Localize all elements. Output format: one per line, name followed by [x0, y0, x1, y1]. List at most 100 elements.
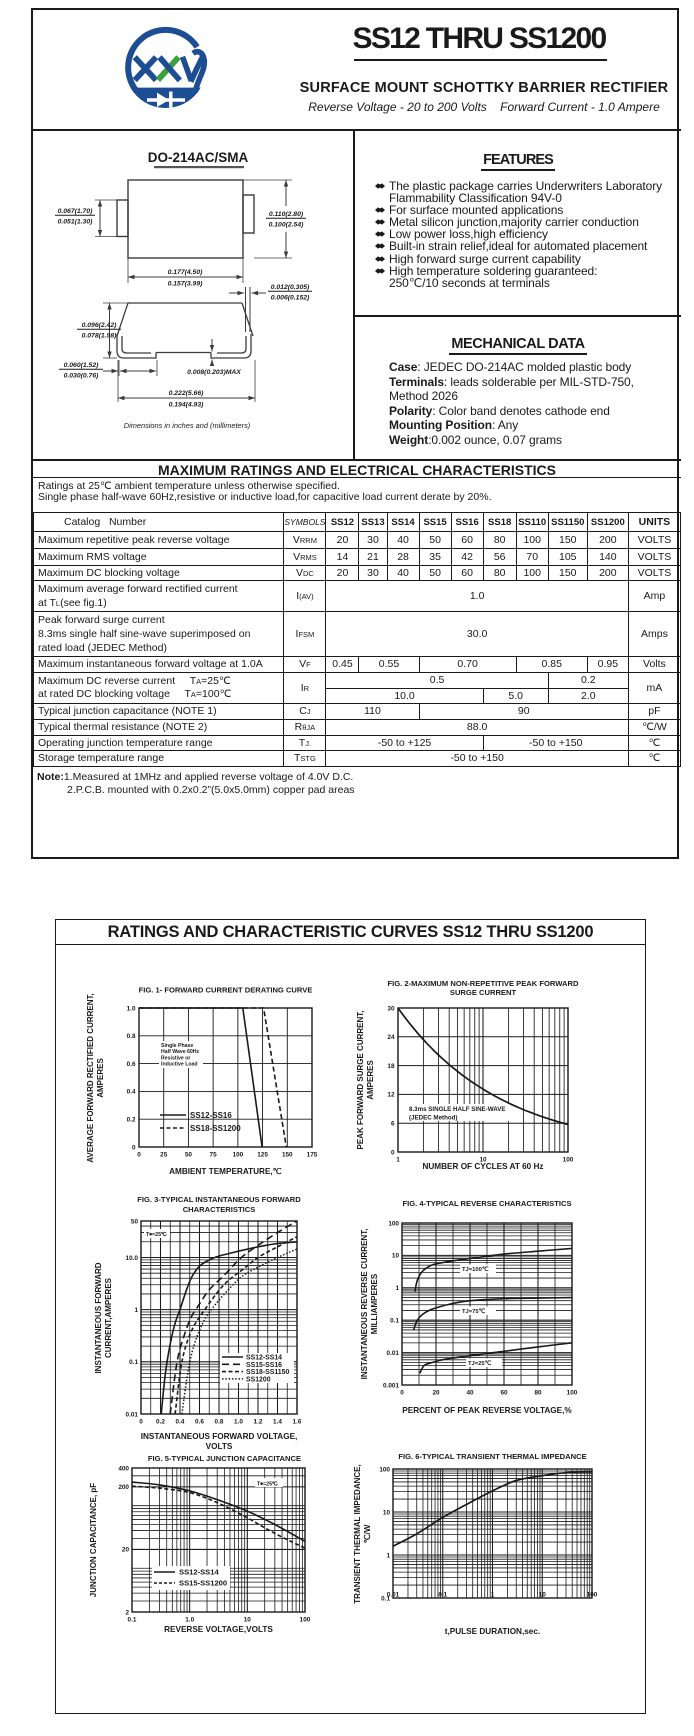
svg-text:0.157(3.99): 0.157(3.99)	[168, 281, 204, 288]
svg-text:0.4: 0.4	[127, 1089, 136, 1096]
svg-text:SS12-SS16: SS12-SS16	[190, 1111, 232, 1120]
svg-text:100: 100	[563, 1157, 574, 1164]
svg-text:0: 0	[391, 1149, 395, 1156]
svg-text:125: 125	[257, 1152, 268, 1159]
svg-text:0: 0	[137, 1152, 141, 1159]
svg-text:T⦁=25℃: T⦁=25℃	[257, 1481, 278, 1488]
svg-text:50: 50	[185, 1152, 193, 1159]
svg-text:1: 1	[386, 1552, 390, 1559]
svg-text:1.4: 1.4	[273, 1419, 282, 1426]
svg-text:CHARACTERISTICS: CHARACTERISTICS	[183, 1205, 256, 1214]
svg-text:1: 1	[396, 1157, 400, 1164]
svg-text:0.110(2.80): 0.110(2.80)	[269, 211, 304, 218]
svg-text:0.006(0.152): 0.006(0.152)	[271, 295, 310, 302]
svg-text:10: 10	[383, 1509, 391, 1516]
svg-text:20: 20	[432, 1390, 440, 1397]
svg-text:0.096(2.42): 0.096(2.42)	[82, 322, 118, 329]
svg-text:24: 24	[387, 1034, 395, 1041]
svg-text:50: 50	[131, 1218, 139, 1225]
svg-text:1.0: 1.0	[127, 1005, 136, 1012]
svg-text:TJ=25℃: TJ=25℃	[468, 1360, 492, 1367]
svg-text:75: 75	[210, 1152, 218, 1159]
svg-text:SS12-SS14: SS12-SS14	[179, 1568, 219, 1577]
svg-text:0.177(4.50): 0.177(4.50)	[168, 269, 204, 276]
svg-text:AVERAGE FORWARD RECTIFIED CURR: AVERAGE FORWARD RECTIFIED CURRENT,	[86, 993, 95, 1163]
svg-text:2: 2	[125, 1609, 129, 1616]
svg-text:0.2: 0.2	[127, 1117, 136, 1124]
svg-text:8.3ms SINGLE HALF SINE-WAVE: 8.3ms SINGLE HALF SINE-WAVE	[409, 1106, 506, 1113]
svg-text:1: 1	[134, 1307, 138, 1314]
svg-text:AMPERES: AMPERES	[366, 1060, 375, 1100]
svg-text:DO-214AC/SMA: DO-214AC/SMA	[148, 150, 249, 165]
svg-text:CURRENT,AMPERES: CURRENT,AMPERES	[104, 1277, 113, 1358]
svg-text:0.4: 0.4	[176, 1419, 185, 1426]
svg-text:0.194(4.93): 0.194(4.93)	[169, 402, 205, 409]
svg-text:Single Phase: Single Phase	[161, 1043, 193, 1049]
svg-text:0.051(1.30): 0.051(1.30)	[58, 219, 94, 226]
svg-text:12: 12	[387, 1092, 395, 1099]
svg-text:0.01: 0.01	[387, 1350, 400, 1357]
svg-text:10: 10	[244, 1617, 252, 1624]
svg-text:0.6: 0.6	[127, 1061, 136, 1068]
svg-text:℃/W: ℃/W	[363, 1524, 372, 1543]
svg-text:0.008(0.203)MAX: 0.008(0.203)MAX	[187, 369, 241, 376]
svg-text:PERCENT OF PEAK REVERSE VOLTAG: PERCENT OF PEAK REVERSE VOLTAGE,%	[402, 1406, 572, 1415]
svg-text:(JEDEC Method): (JEDEC Method)	[409, 1115, 457, 1122]
svg-text:0.030(0.76): 0.030(0.76)	[64, 373, 100, 380]
svg-text:100: 100	[379, 1466, 390, 1473]
svg-text:100: 100	[300, 1617, 311, 1624]
svg-text:AMBIENT TEMPERATURE,℃: AMBIENT TEMPERATURE,℃	[169, 1167, 282, 1176]
svg-text:Resistive or: Resistive or	[161, 1055, 190, 1061]
svg-text:1: 1	[395, 1285, 399, 1292]
svg-text:0.2: 0.2	[156, 1419, 165, 1426]
svg-text:80: 80	[534, 1390, 542, 1397]
svg-text:10: 10	[539, 1592, 547, 1599]
svg-text:1.0: 1.0	[234, 1419, 243, 1426]
svg-text:VOLTS: VOLTS	[206, 1442, 233, 1451]
svg-text:TJ=100℃: TJ=100℃	[462, 1266, 489, 1273]
svg-text:0.8: 0.8	[127, 1033, 136, 1040]
svg-text:0.001: 0.001	[383, 1382, 399, 1389]
svg-text:PEAK FORWARD SURGE CURRENT,: PEAK FORWARD SURGE CURRENT,	[356, 1011, 365, 1150]
svg-text:SS12-SS14: SS12-SS14	[246, 1355, 282, 1362]
svg-text:0.1: 0.1	[438, 1592, 447, 1599]
svg-text:0: 0	[139, 1419, 143, 1426]
svg-text:TRANSIENT THERMAL IMPEDANCE,: TRANSIENT THERMAL IMPEDANCE,	[353, 1464, 362, 1603]
svg-text:150: 150	[282, 1152, 293, 1159]
svg-text:JUNCTION CAPACITANCE, pF: JUNCTION CAPACITANCE, pF	[89, 1483, 98, 1597]
svg-text:AMPERES: AMPERES	[96, 1057, 105, 1097]
svg-text:SS1200: SS1200	[246, 1377, 271, 1384]
svg-text:0.222(5.66): 0.222(5.66)	[169, 390, 205, 397]
svg-text:T⦁=25℃: T⦁=25℃	[146, 1231, 167, 1238]
svg-text:0.1: 0.1	[129, 1359, 138, 1366]
svg-text:0.6: 0.6	[195, 1419, 204, 1426]
svg-text:NUMBER OF CYCLES AT 60 Hz: NUMBER OF CYCLES AT 60 Hz	[422, 1162, 543, 1171]
svg-text:t,PULSE DURATION,sec.: t,PULSE DURATION,sec.	[445, 1627, 540, 1636]
svg-text:SURGE CURRENT: SURGE CURRENT	[450, 988, 517, 997]
svg-text:18: 18	[387, 1063, 395, 1070]
svg-text:1.0: 1.0	[185, 1617, 194, 1624]
svg-text:FIG. 1- FORWARD CURRENT DERATI: FIG. 1- FORWARD CURRENT DERATING CURVE	[139, 986, 313, 995]
svg-text:Dimensions in inches and (mill: Dimensions in inches and (millimeters)	[124, 421, 251, 430]
svg-text:10: 10	[479, 1157, 487, 1164]
svg-text:20: 20	[122, 1547, 130, 1554]
svg-text:0.1: 0.1	[381, 1595, 390, 1602]
svg-text:6: 6	[391, 1121, 395, 1128]
svg-text:0.078(1.98): 0.078(1.98)	[82, 333, 118, 340]
svg-text:30: 30	[387, 1005, 395, 1012]
svg-text:SS18-SS1200: SS18-SS1200	[190, 1124, 241, 1133]
svg-text:INSTANTANEOUS FORWARD: INSTANTANEOUS FORWARD	[94, 1262, 103, 1373]
svg-text:100: 100	[567, 1390, 578, 1397]
svg-text:FIG. 3-TYPICAL INSTANTANEOUS F: FIG. 3-TYPICAL INSTANTANEOUS FORWARD	[137, 1195, 301, 1204]
svg-text:TJ=75℃: TJ=75℃	[462, 1308, 486, 1315]
svg-text:0.1: 0.1	[390, 1318, 399, 1325]
svg-text:25: 25	[160, 1152, 168, 1159]
svg-text:10.0: 10.0	[126, 1255, 139, 1262]
svg-text:Half Wave 60Hz: Half Wave 60Hz	[161, 1049, 200, 1055]
svg-text:0: 0	[132, 1144, 136, 1151]
svg-text:INSTANTANEOUS FORWARD VOLTAGE,: INSTANTANEOUS FORWARD VOLTAGE,	[141, 1432, 298, 1441]
svg-text:200: 200	[118, 1484, 129, 1491]
svg-text:0: 0	[400, 1390, 404, 1397]
svg-text:FIG. 2-MAXIMUM NON-REPETITIVE: FIG. 2-MAXIMUM NON-REPETITIVE PEAK FORWA…	[388, 979, 579, 988]
svg-text:SS15-SS1200: SS15-SS1200	[179, 1579, 227, 1588]
